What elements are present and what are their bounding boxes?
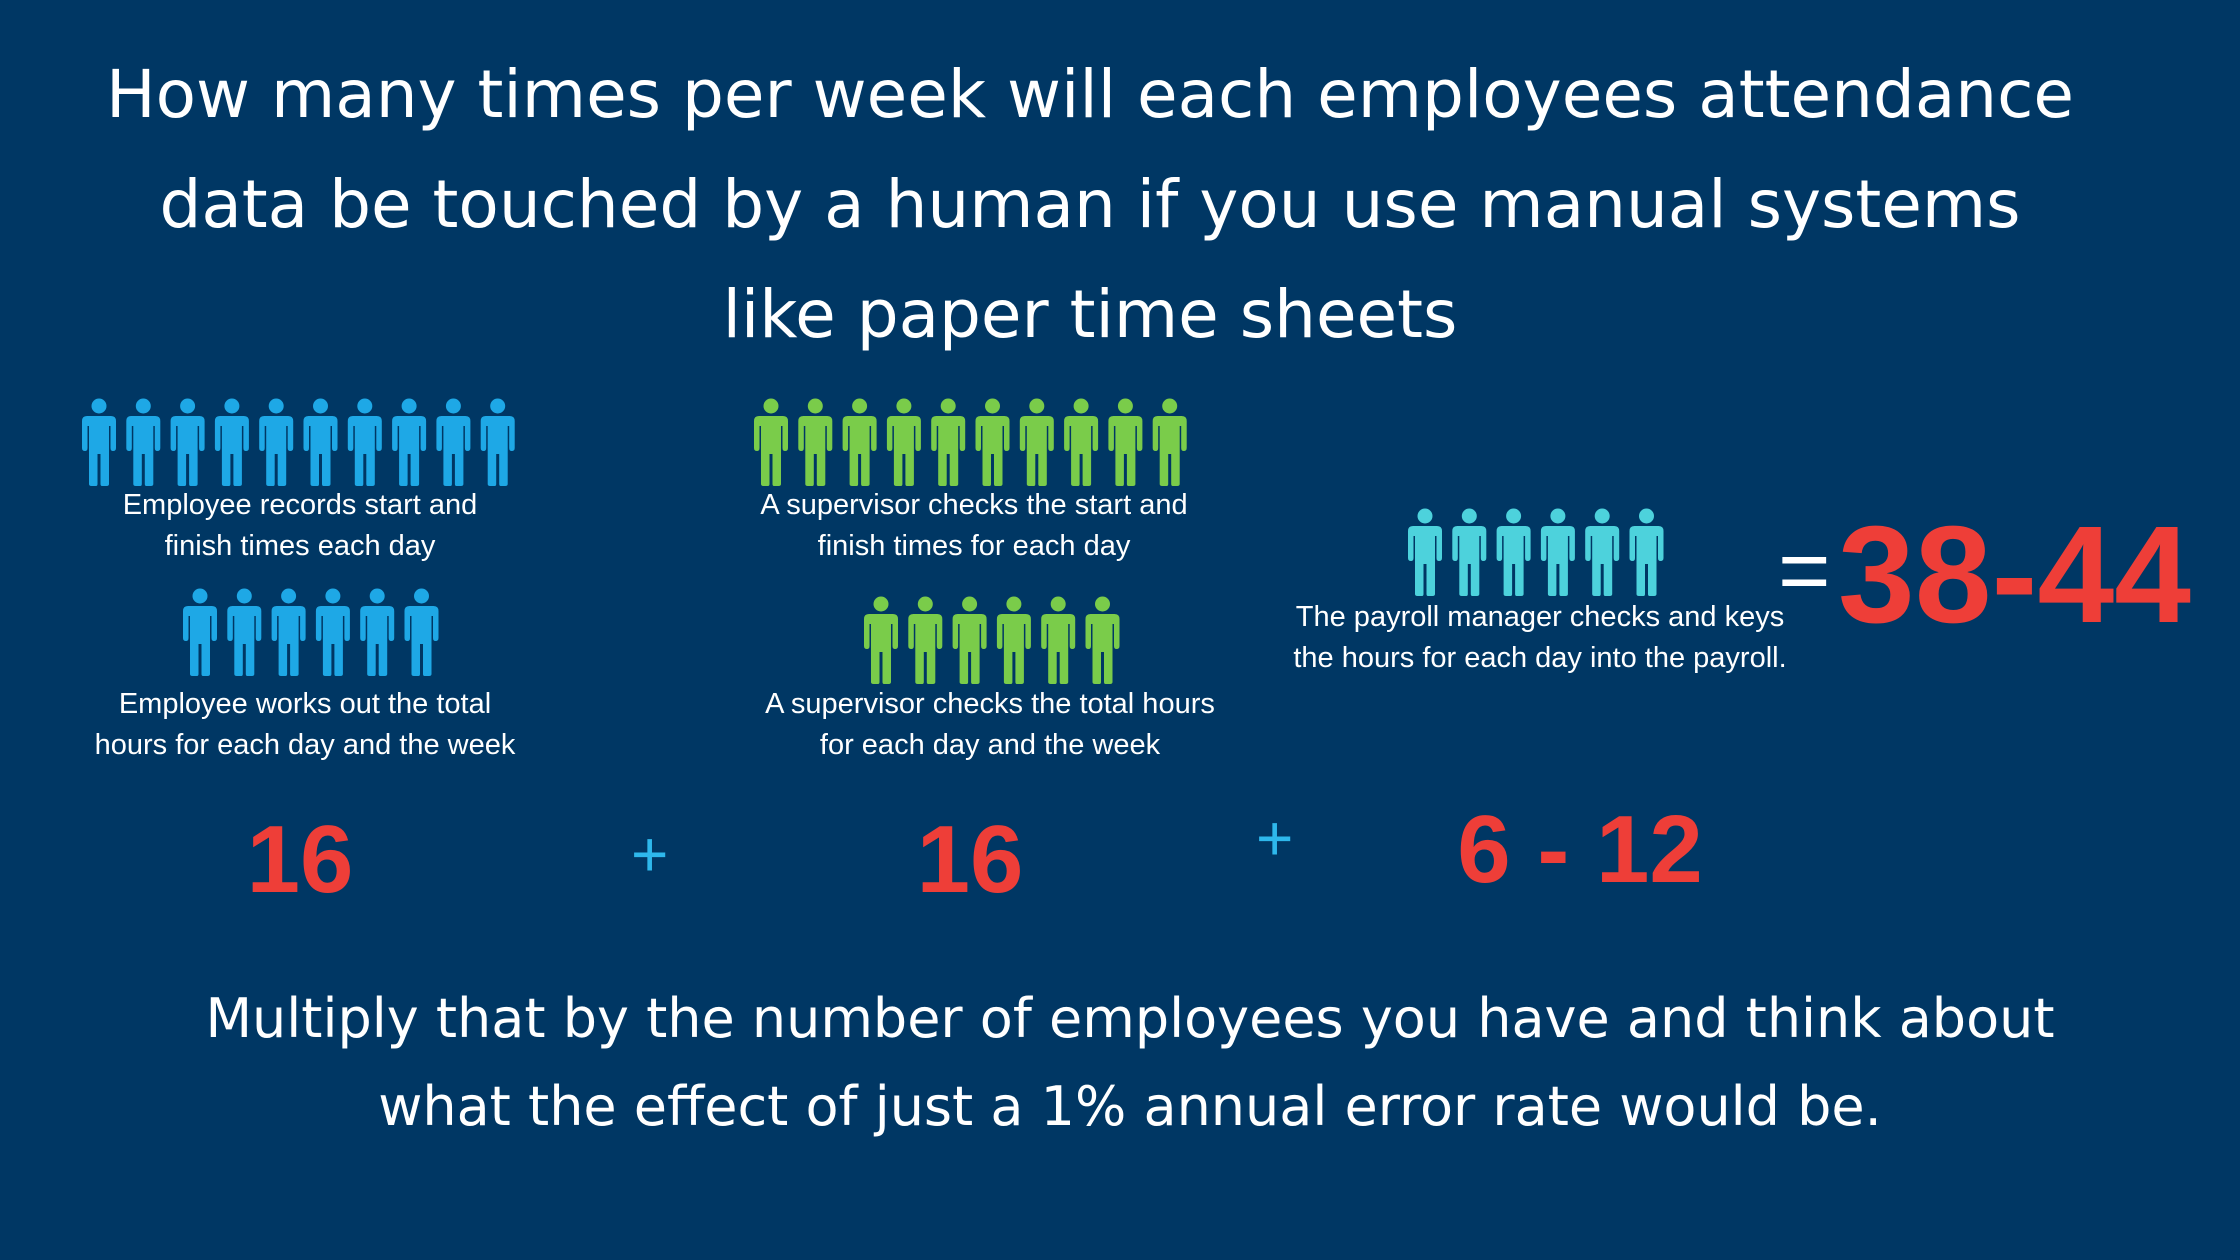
person-icon — [1452, 508, 1487, 596]
footer-message: Multiply that by the number of employees… — [205, 987, 2055, 1138]
person-icon — [259, 398, 294, 486]
supervisor-caption-total-hours: A supervisor checks the total hours for … — [765, 688, 1215, 761]
person-icon — [1540, 508, 1575, 596]
person-icon — [1585, 508, 1620, 596]
total-result: 38-44 — [1838, 498, 2191, 652]
person-icon — [214, 398, 249, 486]
plus-operator-2: + — [1256, 802, 1294, 874]
person-icon — [82, 398, 116, 486]
supervisor-total-value: 16 — [916, 806, 1024, 913]
person-icon — [842, 398, 877, 486]
supervisor-total-hours-icons — [864, 596, 1122, 686]
person-icon — [183, 588, 217, 676]
person-icon — [1041, 596, 1076, 684]
person-icon — [864, 596, 898, 684]
person-icon — [404, 588, 439, 676]
employee-total-hours-icons — [183, 588, 441, 678]
supervisor-start-finish-icons — [754, 398, 1189, 488]
person-icon — [1496, 508, 1531, 596]
person-icon-group — [1408, 508, 1664, 596]
person-icon — [347, 398, 382, 486]
employee-caption-total-hours: Employee works out the total hours for e… — [94, 688, 516, 761]
person-icon-group — [754, 398, 1187, 486]
person-icon — [271, 588, 306, 676]
employee-start-finish-icons — [82, 398, 517, 488]
payroll-manager-icons — [1408, 508, 1666, 598]
plus-operator-1: + — [631, 818, 669, 890]
person-icon — [126, 398, 161, 486]
person-icon — [315, 588, 350, 676]
person-icon — [886, 398, 921, 486]
person-icon — [480, 398, 515, 486]
equals-sign: = — [1778, 521, 1831, 621]
payroll-total-value: 6 - 12 — [1457, 796, 1703, 903]
page-title: How many times per week will each employ… — [105, 56, 2074, 353]
person-icon — [996, 596, 1031, 684]
person-icon — [1064, 398, 1099, 486]
person-icon — [1152, 398, 1187, 486]
person-icon — [436, 398, 471, 486]
person-icon — [392, 398, 427, 486]
employee-caption-start-finish: Employee records start and finish times … — [122, 489, 478, 562]
payroll-caption: The payroll manager checks and keys the … — [1293, 601, 1787, 674]
person-icon — [1085, 596, 1120, 684]
person-icon — [360, 588, 395, 676]
person-icon — [798, 398, 833, 486]
person-icon — [908, 596, 943, 684]
person-icon — [931, 398, 966, 486]
person-icon — [1629, 508, 1664, 596]
supervisor-caption-start-finish: A supervisor checks the start and finish… — [760, 489, 1188, 562]
person-icon-group — [183, 588, 439, 676]
person-icon-group — [82, 398, 515, 486]
person-icon — [303, 398, 338, 486]
person-icon — [1108, 398, 1143, 486]
person-icon — [1019, 398, 1054, 486]
person-icon — [754, 398, 788, 486]
person-icon — [1408, 508, 1442, 596]
person-icon — [170, 398, 205, 486]
person-icon — [227, 588, 262, 676]
employee-total-value: 16 — [246, 806, 354, 913]
person-icon-group — [864, 596, 1120, 684]
person-icon — [952, 596, 987, 684]
person-icon — [975, 398, 1010, 486]
